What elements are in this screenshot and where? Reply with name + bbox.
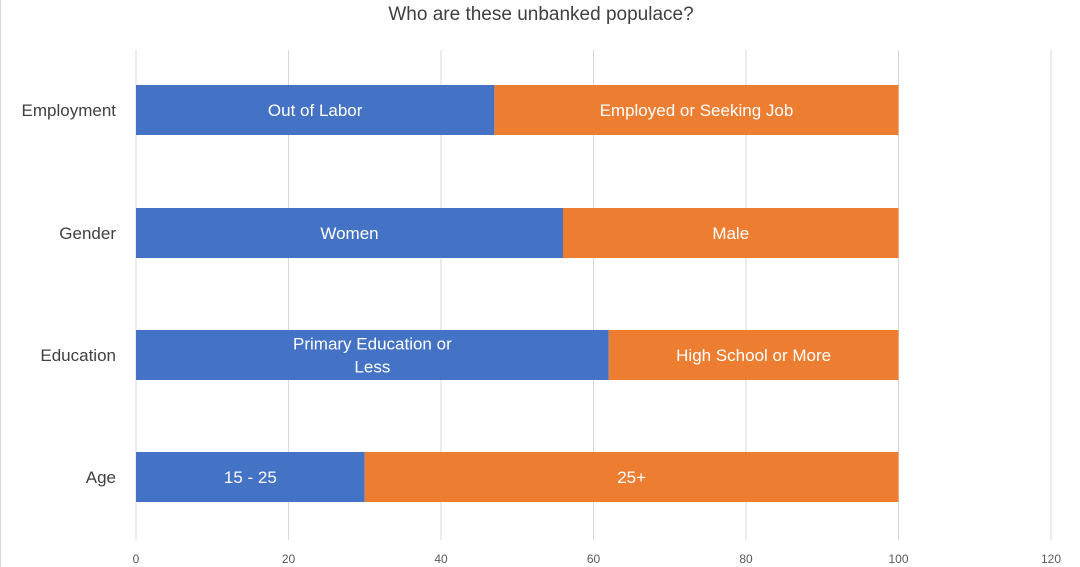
y-category-label: Education — [40, 346, 116, 365]
data-label: Male — [712, 224, 749, 243]
y-category-label: Gender — [59, 224, 116, 243]
x-tick-label: 80 — [739, 552, 753, 566]
bar-segment — [364, 452, 899, 502]
data-label: 25+ — [617, 468, 646, 487]
x-tick-label: 60 — [587, 552, 601, 566]
chart-title: Who are these unbanked populace? — [388, 4, 694, 25]
bar-segment — [136, 330, 609, 380]
data-label: High School or More — [676, 346, 831, 365]
data-label: Primary Education or — [293, 335, 452, 354]
x-tick-label: 100 — [888, 552, 908, 566]
y-category-label: Employment — [22, 101, 117, 120]
data-label: Out of Labor — [268, 101, 363, 120]
bar-segment — [563, 208, 899, 258]
x-tick-label: 120 — [1041, 552, 1061, 566]
bar-segment — [494, 85, 899, 135]
y-category-label: Age — [86, 468, 116, 487]
x-tick-label: 20 — [282, 552, 296, 566]
bar-segment — [136, 208, 563, 258]
x-tick-label: 0 — [133, 552, 140, 566]
data-label: Employed or Seeking Job — [600, 101, 794, 120]
bar-segment — [136, 452, 365, 502]
bar-segment — [608, 330, 899, 380]
data-label: 15 - 25 — [224, 468, 277, 487]
data-label: Women — [320, 224, 378, 243]
data-label: Less — [354, 358, 390, 377]
bar-segment — [136, 85, 495, 135]
x-tick-label: 40 — [434, 552, 448, 566]
